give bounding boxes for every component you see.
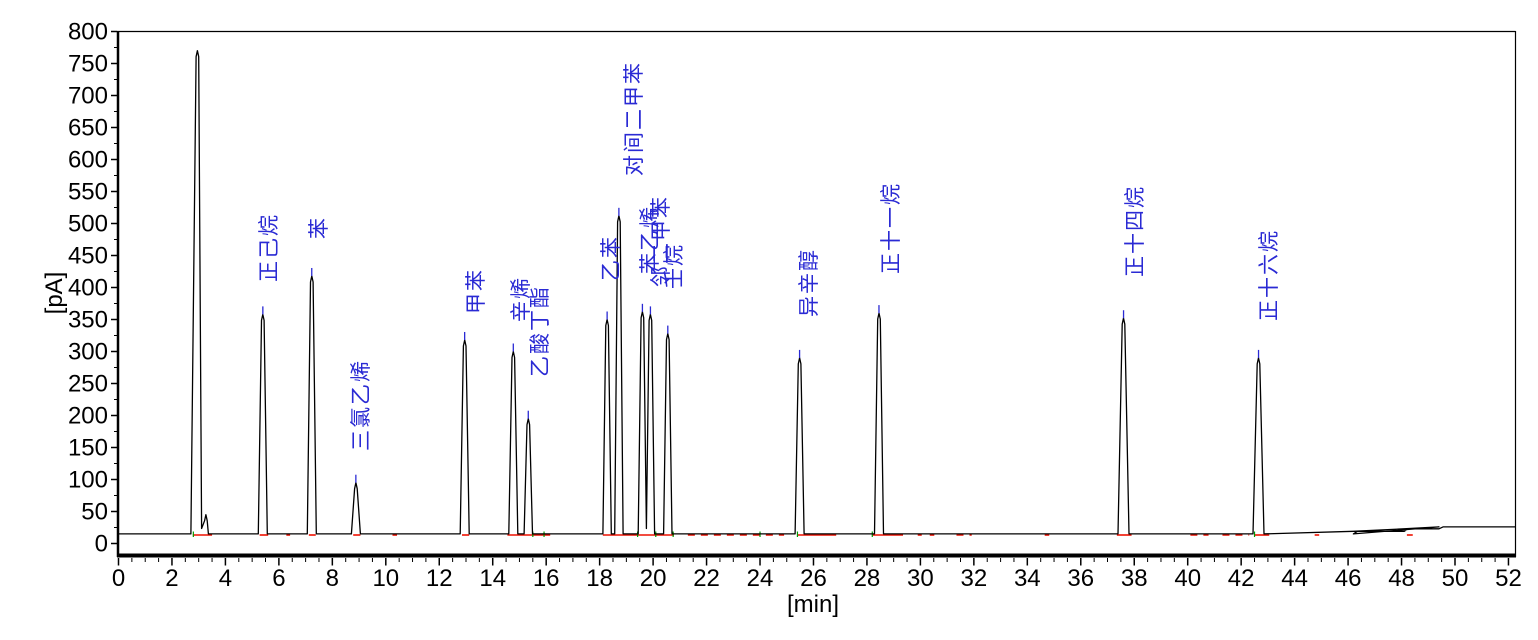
y-tick-label: 50 bbox=[81, 499, 108, 526]
peak-label: 异辛醇 bbox=[798, 248, 821, 317]
x-tick-label: 44 bbox=[1281, 565, 1308, 592]
y-tick-label: 550 bbox=[68, 179, 108, 206]
peak-label: 壬烷 bbox=[663, 243, 686, 289]
peak-label: 正十六烷 bbox=[1258, 229, 1281, 321]
peak-label: 三氯乙烯 bbox=[350, 359, 373, 451]
x-tick-label: 14 bbox=[479, 565, 506, 592]
peak-label: 乙酸丁酯 bbox=[529, 285, 552, 377]
x-tick-label: 28 bbox=[854, 565, 881, 592]
x-tick-label: 32 bbox=[961, 565, 988, 592]
y-tick-label: 400 bbox=[68, 275, 108, 302]
y-tick-label: 650 bbox=[68, 115, 108, 142]
x-tick-label: 26 bbox=[800, 565, 827, 592]
x-tick-label: 42 bbox=[1228, 565, 1255, 592]
x-tick-label: 38 bbox=[1121, 565, 1148, 592]
x-axis-ticks: 0 2 4 6 8 10 12 14 16 18 20 22 24 26 28 30 32 34 36 38 40 42 4… bbox=[112, 558, 1522, 592]
x-tick-label: 50 bbox=[1442, 565, 1469, 592]
peak-label: 苯 bbox=[308, 216, 331, 239]
x-tick-label: 6 bbox=[272, 565, 285, 592]
x-tick-label: 52 bbox=[1495, 565, 1522, 592]
x-tick-label: 36 bbox=[1067, 565, 1094, 592]
y-tick-label: 300 bbox=[68, 339, 108, 366]
x-tick-label: 0 bbox=[112, 565, 125, 592]
x-tick-label: 48 bbox=[1388, 565, 1415, 592]
y-tick-label: 450 bbox=[68, 243, 108, 270]
peak-label: 正十四烷 bbox=[1124, 185, 1147, 277]
x-tick-label: 30 bbox=[907, 565, 934, 592]
x-tick-label: 2 bbox=[165, 565, 178, 592]
x-tick-label: 8 bbox=[326, 565, 339, 592]
peak-label: 乙苯 bbox=[600, 235, 623, 281]
y-tick-label: 350 bbox=[68, 307, 108, 334]
x-tick-label: 10 bbox=[372, 565, 399, 592]
peak-labels: 正己烷 苯三氯乙烯甲苯 辛烯乙酸丁酯乙苯对间二甲苯苯乙烯邻二甲苯壬烷 异辛醇正十一烷正… bbox=[258, 61, 1281, 451]
x-tick-label: 34 bbox=[1014, 565, 1041, 592]
x-axis-unit-label: [min] bbox=[787, 591, 839, 618]
y-tick-label: 700 bbox=[68, 83, 108, 110]
y-tick-label: 500 bbox=[68, 211, 108, 238]
peak-label: 对间二甲苯 bbox=[623, 61, 646, 176]
peak-label: 正十一烷 bbox=[880, 182, 903, 274]
chromatogram-signal bbox=[118, 50, 1515, 535]
x-tick-label: 22 bbox=[693, 565, 720, 592]
peak-label: 正己烷 bbox=[258, 213, 281, 282]
x-tick-label: 4 bbox=[219, 565, 232, 592]
y-tick-label: 100 bbox=[68, 467, 108, 494]
x-tick-label: 12 bbox=[426, 565, 453, 592]
peak-label: 辛烯 bbox=[510, 276, 533, 322]
y-tick-label: 750 bbox=[68, 51, 108, 78]
x-tick-label: 20 bbox=[640, 565, 667, 592]
y-tick-label: 250 bbox=[68, 371, 108, 398]
x-tick-label: 16 bbox=[533, 565, 560, 592]
peak-label: 邻二甲苯 bbox=[650, 195, 673, 287]
y-tick-label: 600 bbox=[68, 147, 108, 174]
x-tick-label: 46 bbox=[1335, 565, 1362, 592]
peak-label: 苯乙烯 bbox=[639, 205, 662, 274]
y-axis-ticks: 0 50 100 150 200 250 300 350 400 450 500 550 600 650 7… bbox=[68, 19, 118, 558]
y-tick-label: 150 bbox=[68, 435, 108, 462]
y-tick-label: 200 bbox=[68, 403, 108, 430]
x-tick-label: 24 bbox=[747, 565, 774, 592]
plot-frame bbox=[116, 30, 1517, 558]
x-tick-label: 40 bbox=[1174, 565, 1201, 592]
y-tick-label: 800 bbox=[68, 19, 108, 46]
y-tick-label: 0 bbox=[95, 531, 108, 558]
x-tick-label: 18 bbox=[586, 565, 613, 592]
signal-trace bbox=[118, 50, 1515, 535]
y-axis-unit-label: [pA] bbox=[41, 272, 68, 315]
retention-markers bbox=[262, 207, 1260, 483]
peak-label: 甲苯 bbox=[465, 268, 488, 314]
